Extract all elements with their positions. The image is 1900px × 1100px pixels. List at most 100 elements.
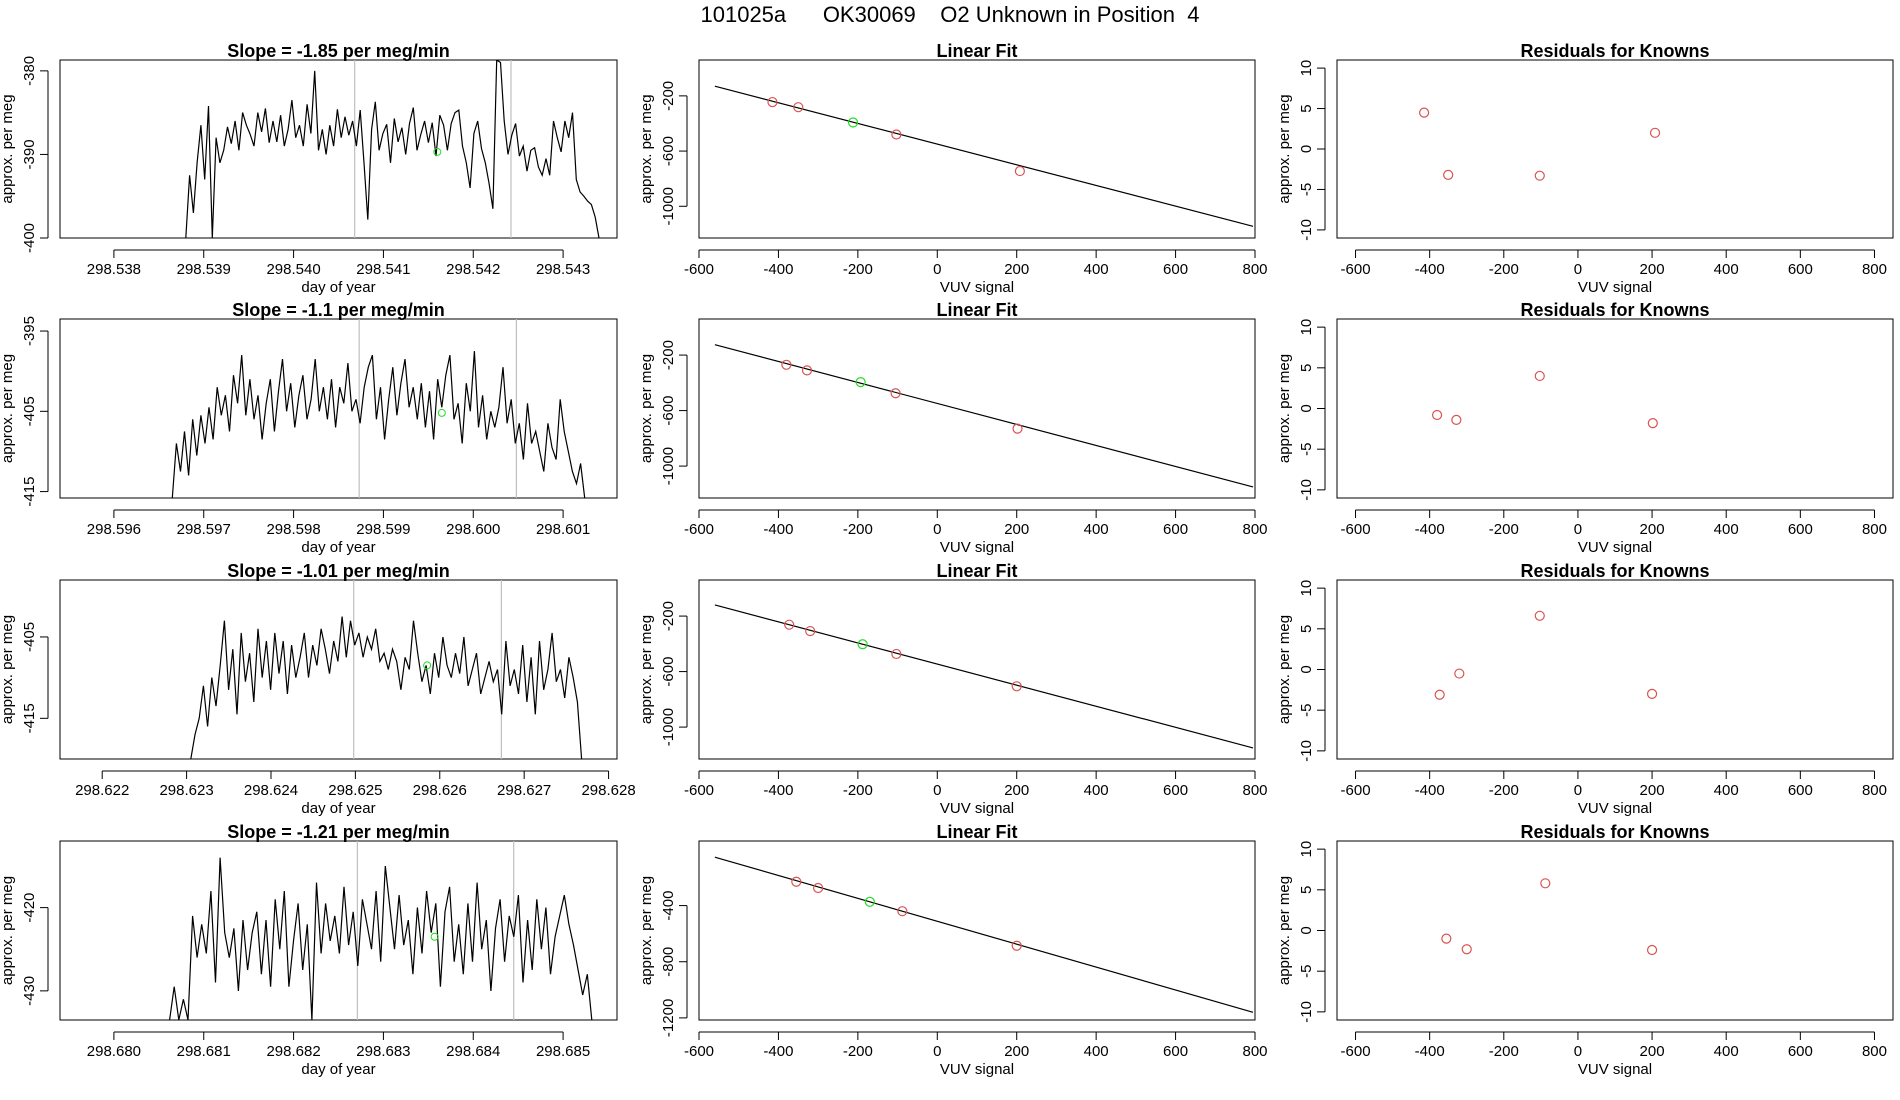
timeseries-2-ylabel: approx. per meg xyxy=(0,354,16,463)
linear-fit-1-x-tick-label: 200 xyxy=(1004,261,1029,278)
residuals-4-x-tick-label: -400 xyxy=(1415,1043,1445,1060)
residuals-4-known-point xyxy=(1461,944,1472,955)
linear-fit-4-x-tick-label: 800 xyxy=(1242,1043,1267,1060)
linear-fit-2-known-point xyxy=(781,359,792,370)
linear-fit-2-known-point xyxy=(801,365,813,376)
residuals-1-x-tick-label: -600 xyxy=(1341,261,1371,278)
timeseries-1-x-tick-label: 298.539 xyxy=(177,261,231,278)
timeseries-3-x-tick-label: 298.627 xyxy=(497,782,551,799)
timeseries-2-x-tick-label: 298.596 xyxy=(87,521,141,538)
linear-fit-2-known-point xyxy=(890,388,901,399)
linear-fit-2-frame xyxy=(698,318,1256,499)
timeseries-2-y-tick-label: -395 xyxy=(21,316,38,346)
timeseries-1-xlabel: day of year xyxy=(301,279,375,296)
linear-fit-1-xlabel: VUV signal xyxy=(940,279,1014,296)
timeseries-1-unknown-point xyxy=(433,147,442,156)
residuals-2-x-tick-label: 200 xyxy=(1640,521,1665,538)
residuals-3-x-tick-label: -600 xyxy=(1341,782,1371,799)
linear-fit-4-known-point xyxy=(1011,940,1022,951)
timeseries-2-x-tick-label: 298.600 xyxy=(446,521,500,538)
linear-fit-1-x-tick-label: 400 xyxy=(1084,261,1109,278)
residuals-3-xlabel: VUV signal xyxy=(1578,800,1652,817)
timeseries-4-x-tick-label: 298.683 xyxy=(356,1043,410,1060)
residuals-1-known-point xyxy=(1534,170,1545,181)
timeseries-2-y-tick-label: -415 xyxy=(21,477,38,507)
timeseries-1-x-tick-label: 298.542 xyxy=(446,261,500,278)
linear-fit-4-known-point xyxy=(897,906,908,917)
timeseries-2-x-tick-label: 298.599 xyxy=(356,521,410,538)
residuals-3-known-point xyxy=(1534,610,1545,621)
linear-fit-2-x-tick-label: 400 xyxy=(1084,521,1109,538)
linear-fit-3-known-point xyxy=(805,625,816,637)
timeseries-4-y-tick-label: -430 xyxy=(21,976,38,1006)
linear-fit-4-x-tick-label: -400 xyxy=(763,1043,793,1060)
residuals-4-y-tick-label: 10 xyxy=(1298,841,1315,858)
timeseries-4-x-tick-label: 298.680 xyxy=(87,1043,141,1060)
residuals-1-title: Residuals for Knowns xyxy=(1520,41,1709,61)
linear-fit-3-x-tick-label: -400 xyxy=(763,782,793,799)
residuals-4-x-tick-label: 0 xyxy=(1574,1043,1582,1060)
timeseries-1-x-tick-label: 298.541 xyxy=(356,261,410,278)
linear-fit-3-known-point xyxy=(891,648,902,660)
linear-fit-1-x-tick-label: -600 xyxy=(684,261,714,278)
linear-fit-4-frame xyxy=(698,840,1256,1021)
residuals-3-frame xyxy=(1336,579,1894,760)
timeseries-4-x-tick-label: 298.684 xyxy=(446,1043,500,1060)
residuals-1-x-tick-label: 0 xyxy=(1574,261,1582,278)
residuals-2-ylabel: approx. per meg xyxy=(1276,354,1293,463)
residuals-3-x-tick-label: -200 xyxy=(1489,782,1519,799)
residuals-4-x-tick-label: 400 xyxy=(1714,1043,1739,1060)
residuals-1-x-tick-label: 200 xyxy=(1640,261,1665,278)
timeseries-3-x-tick-label: 298.624 xyxy=(244,782,298,799)
linear-fit-3-known-point xyxy=(784,619,795,630)
linear-fit-2-y-tick-label: -200 xyxy=(660,340,677,370)
timeseries-3-x-tick-label: 298.626 xyxy=(413,782,467,799)
residuals-3-title: Residuals for Knowns xyxy=(1520,561,1709,581)
residuals-1-known-point xyxy=(1419,107,1430,118)
residuals-4-known-point xyxy=(1441,933,1452,944)
residuals-3-x-tick-label: -400 xyxy=(1415,782,1445,799)
residuals-1-frame xyxy=(1336,59,1894,239)
residuals-4-x-tick-label: 800 xyxy=(1862,1043,1887,1060)
residuals-2-known-point xyxy=(1534,370,1545,382)
linear-fit-3-x-tick-label: 600 xyxy=(1163,782,1188,799)
residuals-3-ylabel: approx. per meg xyxy=(1276,615,1293,724)
linear-fit-1-x-tick-label: 0 xyxy=(933,261,941,278)
linear-fit-4-x-tick-label: 600 xyxy=(1163,1043,1188,1060)
linear-fit-2-title: Linear Fit xyxy=(936,300,1017,320)
residuals-3-known-point xyxy=(1434,689,1445,700)
residuals-1-y-tick-label: 5 xyxy=(1298,104,1315,112)
residuals-2-known-point xyxy=(1431,409,1443,421)
residuals-2-xlabel: VUV signal xyxy=(1578,539,1652,556)
timeseries-1-x-tick-label: 298.540 xyxy=(266,261,320,278)
residuals-1-x-tick-label: 600 xyxy=(1788,261,1813,278)
linear-fit-1-title: Linear Fit xyxy=(936,41,1017,61)
residuals-3-x-tick-label: 200 xyxy=(1640,782,1665,799)
residuals-3-y-tick-label: -5 xyxy=(1298,704,1315,717)
linear-fit-2-y-tick-label: -1000 xyxy=(660,447,677,485)
residuals-3-x-tick-label: 600 xyxy=(1788,782,1813,799)
residuals-1-y-tick-label: 10 xyxy=(1298,60,1315,77)
residuals-3-known-point xyxy=(1646,688,1658,700)
residuals-2-x-tick-label: -200 xyxy=(1489,521,1519,538)
linear-fit-1-fit-line xyxy=(714,85,1254,227)
linear-fit-2-xlabel: VUV signal xyxy=(940,539,1014,556)
timeseries-1-y-tick-label: -400 xyxy=(21,223,38,253)
linear-fit-4-unknown-point xyxy=(864,896,875,907)
residuals-1-x-tick-label: -400 xyxy=(1415,261,1445,278)
linear-fit-1-known-point xyxy=(891,129,902,140)
linear-fit-3-x-tick-label: 800 xyxy=(1242,782,1267,799)
linear-fit-2-ylabel: approx. per meg xyxy=(638,354,655,463)
residuals-2-known-point xyxy=(1451,414,1462,425)
timeseries-1-title: Slope = -1.85 per meg/min xyxy=(227,41,450,61)
timeseries-4-frame xyxy=(59,840,618,1021)
linear-fit-2-x-tick-label: 200 xyxy=(1004,521,1029,538)
linear-fit-4-xlabel: VUV signal xyxy=(940,1061,1014,1078)
linear-fit-3-y-tick-label: -200 xyxy=(660,601,677,631)
linear-fit-1-y-tick-label: -600 xyxy=(660,136,677,166)
residuals-2-x-tick-label: 0 xyxy=(1574,521,1582,538)
timeseries-4-unknown-point xyxy=(430,932,439,941)
residuals-1-x-tick-label: -200 xyxy=(1489,261,1519,278)
residuals-3-known-point xyxy=(1454,668,1465,679)
linear-fit-2-x-tick-label: -600 xyxy=(684,521,714,538)
